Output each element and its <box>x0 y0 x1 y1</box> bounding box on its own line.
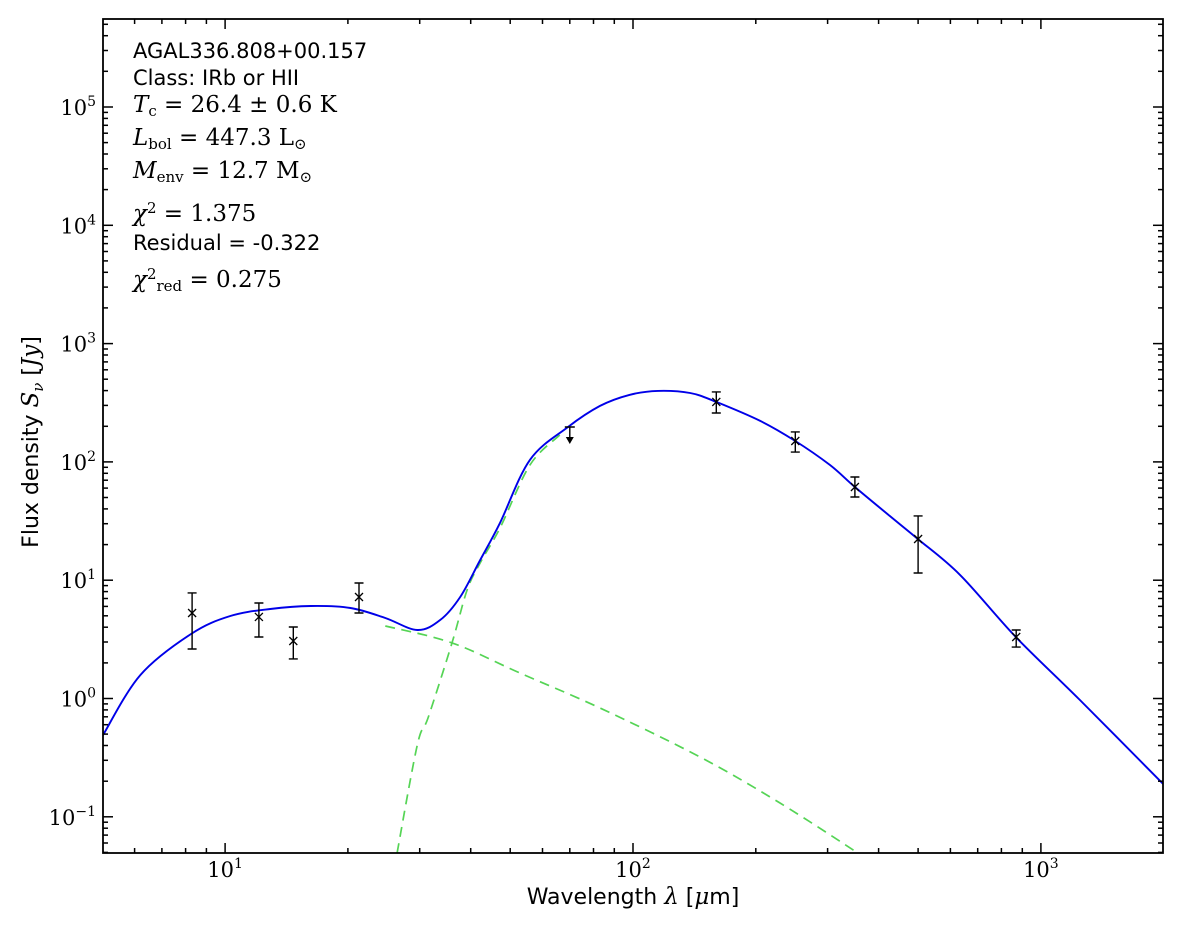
y-tick-labels: 10−1 100 101 102 103 104 105 <box>49 94 96 830</box>
data-point-errorbar <box>354 582 364 614</box>
math-token: = 12.7 M <box>183 158 300 184</box>
math-token: red <box>156 277 183 295</box>
tick-label: 104 <box>60 212 96 238</box>
math-token: 2 <box>146 265 157 283</box>
total-model-curve <box>102 389 1164 785</box>
tick-label: 102 <box>615 856 651 882</box>
upper-limit-marker <box>564 426 575 444</box>
x-tick-labels: 101 102 103 <box>207 856 1058 882</box>
math-token: env <box>156 168 184 186</box>
hot-component-curve <box>385 625 859 854</box>
math-token: ⊙ <box>299 168 313 186</box>
y-axis-label: Flux density Sν [Jy] <box>18 336 47 548</box>
math-token: c <box>148 102 157 120</box>
math-token: = 447.3 L <box>171 125 295 151</box>
tick-label: 103 <box>1023 856 1059 882</box>
x-axis-label: Wavelength λ [μm] <box>527 884 740 910</box>
math-token: ⊙ <box>294 135 307 153</box>
tick-label: 101 <box>207 856 243 882</box>
y-axis-ticks <box>103 23 1163 854</box>
data-point-errorbar <box>711 391 721 414</box>
data-point-errorbar <box>790 431 800 453</box>
data-point-errorbar <box>850 476 860 498</box>
class-line: Class: IRb or HII <box>133 66 300 90</box>
data-point-errorbar <box>1011 629 1021 648</box>
tick-label: 101 <box>60 567 96 593</box>
temperature-line: Tc = 26.4 ± 0.6 K <box>133 92 367 125</box>
data-point-errorbar <box>288 626 298 660</box>
math-token: = 1.375 <box>156 201 257 227</box>
luminosity-line: Lbol = 447.3 L⊙ <box>133 125 367 158</box>
chi2-line: χ2 = 1.375 <box>133 195 367 230</box>
math-token: M <box>133 158 157 184</box>
fit-annotation: AGAL336.808+00.157 Class: IRb or HII Tc … <box>133 38 367 300</box>
cold-greybody-component-curve <box>396 434 561 854</box>
data-point-errorbar <box>913 515 923 574</box>
math-token: χ <box>133 201 147 227</box>
tick-label: 100 <box>60 686 96 712</box>
x-axis-ticks <box>133 19 1042 853</box>
tick-label: 103 <box>60 331 96 357</box>
math-token: L <box>133 125 149 151</box>
tick-label: 102 <box>60 449 96 475</box>
residual-line: Residual = -0.322 <box>133 231 321 255</box>
data-point-errorbar <box>187 592 197 650</box>
source-name: AGAL336.808+00.157 <box>133 39 368 63</box>
math-token: T <box>133 92 149 118</box>
math-token: bol <box>148 135 172 153</box>
mass-line: Menv = 12.7 M⊙ <box>133 158 367 191</box>
math-token: χ <box>133 267 147 293</box>
math-token: = 0.275 <box>182 267 282 293</box>
tick-label: 10−1 <box>49 804 96 830</box>
math-token: 2 <box>146 199 157 217</box>
math-token: = 26.4 ± 0.6 K <box>156 92 337 118</box>
tick-label: 105 <box>60 94 96 120</box>
chi2red-line: χ2red = 0.275 <box>133 261 367 300</box>
data-point-errorbar <box>254 602 264 638</box>
